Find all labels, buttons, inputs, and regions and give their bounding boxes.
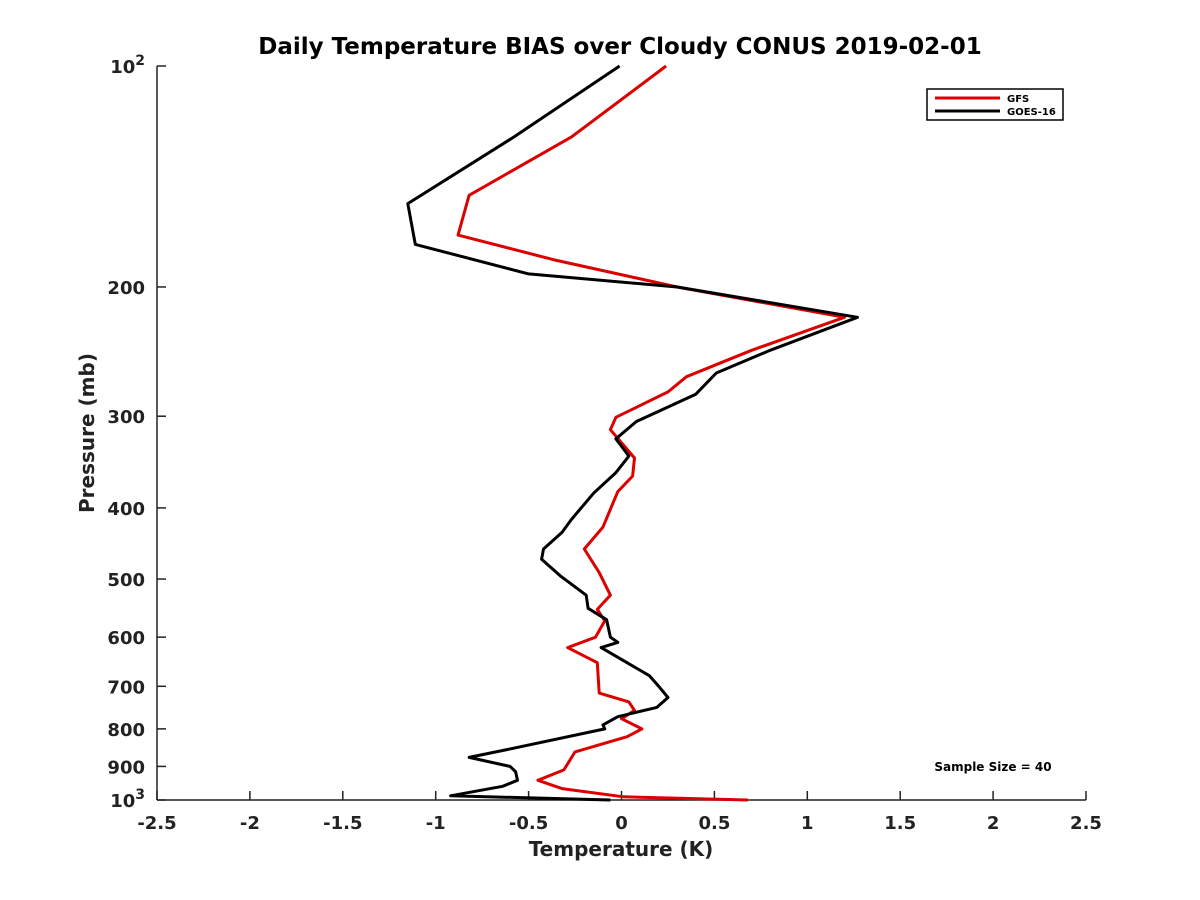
- y-tick-label: 102: [110, 53, 145, 78]
- x-tick-label: 2.5: [1070, 813, 1102, 834]
- plot-area: -2.5 -2 -1.5 -1 -0.5 0 0.5 1 1.5 2 2.5 102 200 300 400…: [75, 34, 1102, 861]
- y-axis-label: Pressure (mb): [75, 353, 99, 513]
- x-tick-label: -1: [426, 813, 446, 834]
- chart-title: Daily Temperature BIAS over Cloudy CONUS…: [258, 34, 981, 60]
- sample-size-annotation: Sample Size = 40: [934, 760, 1051, 774]
- x-tick-label: 0: [615, 813, 628, 834]
- y-tick-label: 600: [107, 628, 145, 649]
- legend-box: [926, 88, 1064, 121]
- y-tick-label: 800: [107, 720, 145, 741]
- y-tick-label: 900: [107, 757, 145, 778]
- legend-label: GOES-16: [1007, 107, 1056, 118]
- x-tick-label: 2: [987, 813, 1000, 834]
- legend-label: GFS: [1007, 94, 1029, 105]
- x-tick-label: 0.5: [698, 813, 730, 834]
- y-tick-label: 500: [107, 570, 145, 591]
- y-tick-label: 103: [110, 787, 145, 812]
- x-axis-label: Temperature (K): [529, 837, 714, 861]
- series-line-gfs: [456, 64, 846, 802]
- x-tick-label: -2.5: [137, 813, 176, 834]
- y-tick-label: 200: [107, 278, 145, 299]
- x-tick-label: 1: [801, 813, 814, 834]
- y-tick-label: 400: [107, 499, 145, 520]
- series-line-goes-16: [406, 64, 859, 802]
- x-tick-label: -2: [240, 813, 260, 834]
- y-tick-label: 700: [107, 677, 145, 698]
- x-tick-label: -0.5: [509, 813, 548, 834]
- x-tick-label: 1.5: [884, 813, 916, 834]
- y-tick-label: 300: [107, 407, 145, 428]
- x-tick-label: -1.5: [323, 813, 362, 834]
